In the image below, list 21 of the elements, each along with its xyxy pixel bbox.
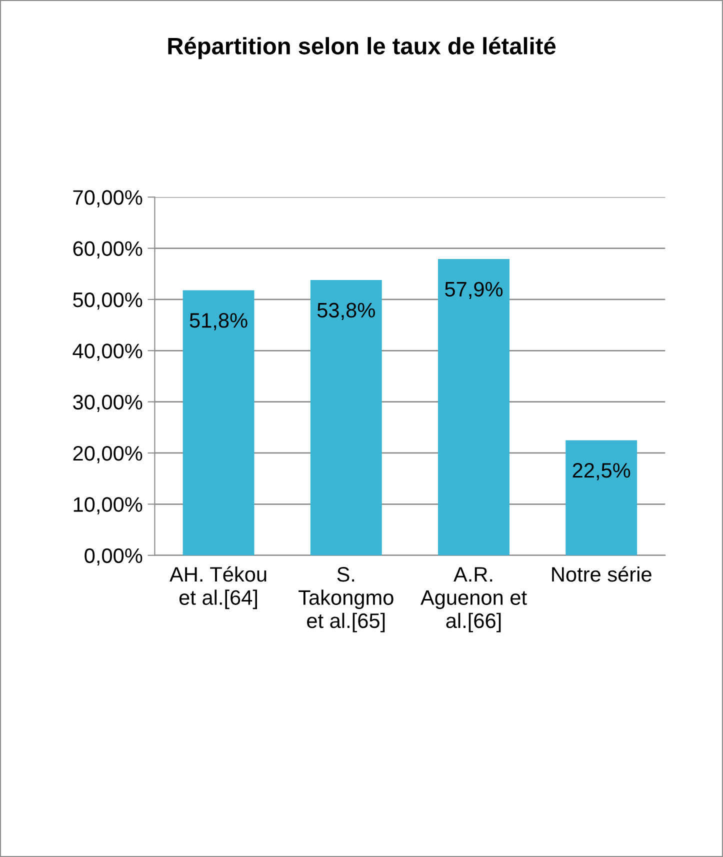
bar (310, 280, 382, 556)
data-label: 53,8% (317, 302, 375, 320)
data-label: 51,8% (190, 313, 248, 330)
y-tick-label: 20,00% (73, 446, 142, 464)
y-tick-label: 0,00% (84, 548, 142, 566)
chart-title: Répartition selon le taux de létalité (168, 36, 556, 60)
data-label: 57,9% (445, 282, 503, 300)
x-tick-label: Notre série (552, 566, 652, 582)
bar (182, 290, 254, 556)
bar (566, 440, 638, 556)
y-tick-label: 70,00% (73, 190, 142, 208)
y-tick-label: 60,00% (73, 241, 142, 258)
y-tick-label: 30,00% (73, 394, 142, 412)
y-tick-label: 50,00% (73, 292, 142, 310)
x-tick-label: S. Takongmo et al.[65] (298, 566, 394, 632)
data-label: 22,5% (572, 462, 630, 480)
y-tick-label: 40,00% (72, 344, 142, 361)
x-tick-label: AH. Tékou et al.[64] (170, 566, 266, 610)
y-tick-label: 10,00% (74, 497, 142, 514)
bar (438, 259, 510, 556)
x-tick-label: A.R. Aguenon et al.[66] (420, 567, 527, 632)
